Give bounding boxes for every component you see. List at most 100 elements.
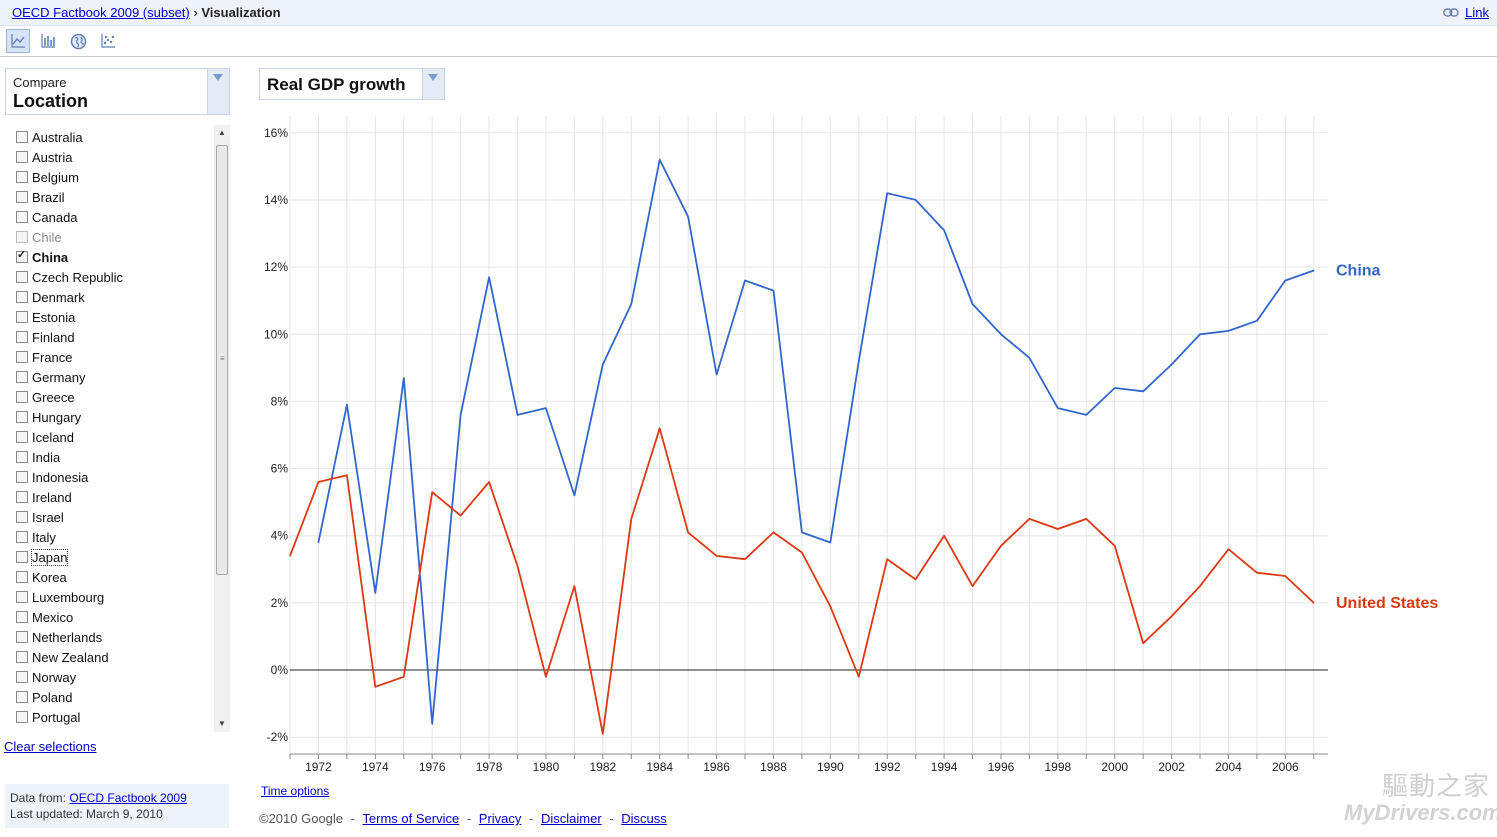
data-source-link[interactable]: OECD Factbook 2009	[69, 791, 187, 805]
x-tick-label: 1984	[646, 760, 673, 774]
location-checkbox[interactable]	[16, 211, 28, 223]
location-item[interactable]: Japan	[16, 548, 69, 566]
location-checkbox[interactable]	[16, 511, 28, 523]
time-options-link[interactable]: Time options	[261, 784, 330, 798]
location-item[interactable]: Denmark	[16, 288, 85, 306]
location-checkbox[interactable]	[16, 551, 28, 563]
location-item[interactable]: Canada	[16, 208, 78, 226]
location-item[interactable]: Indonesia	[16, 468, 88, 486]
location-checkbox[interactable]	[16, 371, 28, 383]
location-item[interactable]: India	[16, 448, 60, 466]
data-point-united-states	[374, 686, 376, 688]
location-checkbox[interactable]	[16, 531, 28, 543]
location-checkbox[interactable]	[16, 631, 28, 643]
data-point-china	[1085, 414, 1087, 416]
location-item[interactable]: Belgium	[16, 168, 79, 186]
last-updated-text: Last updated: March 9, 2010	[10, 807, 163, 821]
scroll-up-arrow-icon[interactable]: ▲	[218, 128, 226, 137]
location-list-scrollbar[interactable]: ▲ ≡ ▼	[214, 125, 230, 732]
scrollbar-thumb[interactable]: ≡	[216, 145, 228, 575]
metric-dropdown[interactable]: Real GDP growth	[259, 68, 445, 100]
top-link[interactable]: Link	[1442, 5, 1489, 20]
location-item[interactable]: Mexico	[16, 608, 73, 626]
location-checkbox[interactable]	[16, 611, 28, 623]
location-list: Australia Austria Belgium Brazil Canada Chile…	[5, 125, 230, 732]
series-line-china	[317, 158, 1315, 725]
location-item[interactable]: Portugal	[16, 708, 80, 726]
terms-of-service-link[interactable]: Terms of Service	[362, 811, 460, 826]
line-chart-icon	[11, 34, 25, 48]
x-tick-label: 1998	[1044, 760, 1071, 774]
location-checkbox[interactable]	[16, 311, 28, 323]
data-point-china	[715, 373, 718, 376]
location-checkbox[interactable]	[16, 651, 28, 663]
location-item[interactable]: Czech Republic	[16, 268, 123, 286]
location-checkbox[interactable]	[16, 351, 28, 363]
location-label: New Zealand	[32, 649, 109, 665]
privacy-link[interactable]: Privacy	[478, 811, 522, 826]
location-checkbox[interactable]	[16, 331, 28, 343]
discuss-link[interactable]: Discuss	[621, 811, 667, 826]
location-checkbox[interactable]	[16, 291, 28, 303]
location-item[interactable]: Luxembourg	[16, 588, 104, 606]
location-checkbox[interactable]	[16, 691, 28, 703]
location-item[interactable]: Finland	[16, 328, 75, 346]
x-tick-label: 1994	[931, 760, 958, 774]
location-item[interactable]: New Zealand	[16, 648, 109, 666]
footer-separator: -	[609, 811, 614, 826]
location-checkbox[interactable]	[16, 191, 28, 203]
location-item[interactable]: Hungary	[16, 408, 81, 426]
data-point-united-states	[346, 474, 348, 476]
location-checkbox[interactable]	[16, 671, 28, 683]
location-item[interactable]: Germany	[16, 368, 85, 386]
location-checkbox[interactable]	[16, 711, 28, 723]
location-label: Poland	[32, 689, 73, 705]
location-checkbox[interactable]	[16, 231, 28, 243]
disclaimer-link[interactable]: Disclaimer	[541, 811, 602, 826]
x-tick-label: 1980	[533, 760, 560, 774]
line-chart-button[interactable]	[6, 29, 30, 53]
location-item[interactable]: Israel	[16, 508, 64, 526]
location-checkbox[interactable]	[16, 151, 28, 163]
location-checkbox[interactable]	[16, 431, 28, 443]
clear-selections-link[interactable]: Clear selections	[4, 739, 97, 754]
location-item[interactable]: Brazil	[16, 188, 65, 206]
location-checkbox[interactable]	[16, 248, 28, 263]
series-label-united-states: United States	[1336, 595, 1438, 612]
location-checkbox[interactable]	[16, 171, 28, 183]
location-item[interactable]: Italy	[16, 528, 56, 546]
location-item[interactable]: Iceland	[16, 428, 74, 446]
metric-dropdown-button[interactable]	[422, 69, 444, 99]
compare-dropdown[interactable]: Compare Location	[5, 68, 230, 115]
link-button[interactable]: Link	[1465, 5, 1489, 20]
location-checkbox[interactable]	[16, 571, 28, 583]
location-item[interactable]: Greece	[16, 388, 75, 406]
location-checkbox[interactable]	[16, 491, 28, 503]
breadcrumb-root-link[interactable]: OECD Factbook 2009 (subset)	[12, 5, 190, 20]
location-item[interactable]: Korea	[16, 568, 67, 586]
location-item[interactable]: Poland	[16, 688, 72, 706]
location-item[interactable]: Austria	[16, 148, 72, 166]
location-checkbox[interactable]	[16, 451, 28, 463]
x-tick-label: 2000	[1101, 760, 1128, 774]
location-item[interactable]: France	[16, 348, 72, 366]
location-checkbox[interactable]	[16, 591, 28, 603]
bar-chart-button[interactable]	[36, 29, 60, 53]
location-item[interactable]: Norway	[16, 668, 76, 686]
location-item[interactable]: China	[16, 248, 68, 266]
location-item[interactable]: Netherlands	[16, 628, 102, 646]
scroll-down-arrow-icon[interactable]: ▼	[218, 719, 226, 728]
location-label: Indonesia	[32, 469, 89, 485]
location-checkbox[interactable]	[16, 131, 28, 143]
compare-dropdown-button[interactable]	[207, 69, 229, 114]
location-checkbox[interactable]	[16, 271, 28, 283]
geo-map-button[interactable]	[66, 29, 90, 53]
location-checkbox[interactable]	[16, 411, 28, 423]
location-item[interactable]: Ireland	[16, 488, 72, 506]
location-checkbox[interactable]	[16, 471, 28, 483]
location-item[interactable]: Estonia	[16, 308, 75, 326]
location-checkbox[interactable]	[16, 391, 28, 403]
location-item[interactable]: Australia	[16, 128, 83, 146]
scatter-chart-button[interactable]	[96, 29, 120, 53]
location-item[interactable]: Chile	[16, 228, 62, 246]
